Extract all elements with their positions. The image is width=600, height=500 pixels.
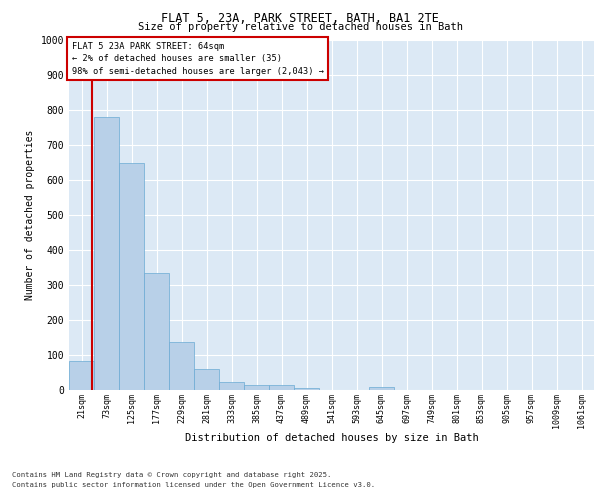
Text: Size of property relative to detached houses in Bath: Size of property relative to detached ho… [137,22,463,32]
Bar [144,273,169,390]
Text: FLAT 5 23A PARK STREET: 64sqm
← 2% of detached houses are smaller (35)
98% of se: FLAT 5 23A PARK STREET: 64sqm ← 2% of de… [71,42,323,76]
Bar [194,369,219,390]
Bar [244,385,269,390]
Y-axis label: Number of detached properties: Number of detached properties [25,130,35,300]
Bar [294,388,319,390]
X-axis label: Distribution of detached houses by size in Bath: Distribution of detached houses by size … [185,434,478,444]
Bar [69,361,94,390]
Text: Contains public sector information licensed under the Open Government Licence v3: Contains public sector information licen… [12,482,375,488]
Bar [219,382,244,390]
Bar [169,342,194,390]
Bar [269,386,294,390]
Bar [369,387,394,390]
Text: FLAT 5, 23A, PARK STREET, BATH, BA1 2TE: FLAT 5, 23A, PARK STREET, BATH, BA1 2TE [161,12,439,26]
Bar [119,163,144,390]
Text: Contains HM Land Registry data © Crown copyright and database right 2025.: Contains HM Land Registry data © Crown c… [12,472,331,478]
Bar [94,117,119,390]
